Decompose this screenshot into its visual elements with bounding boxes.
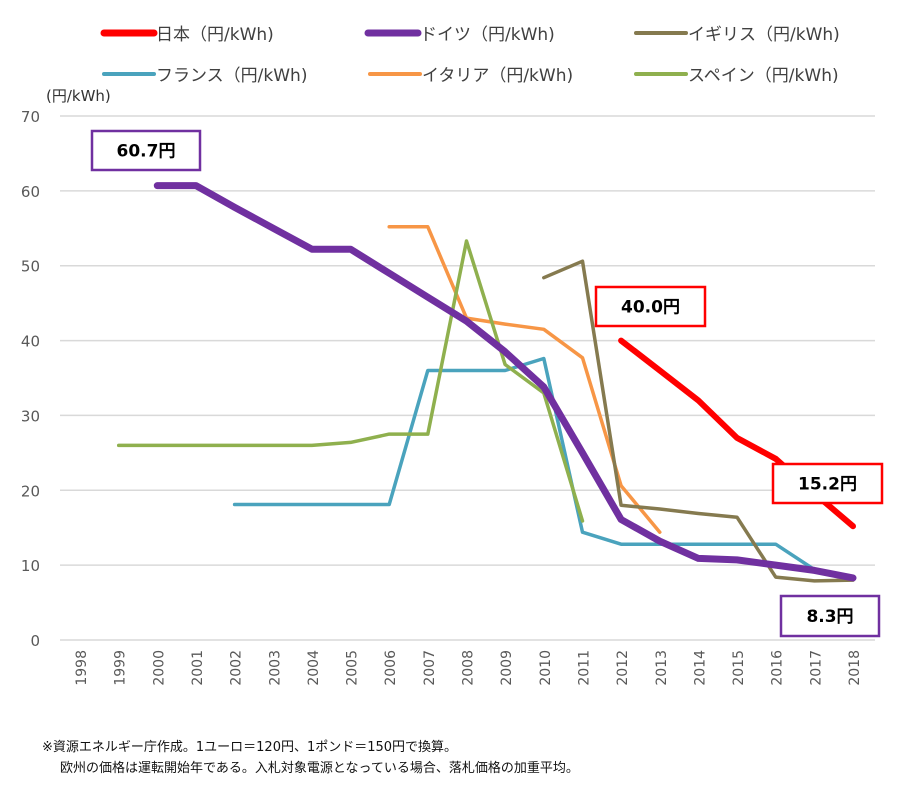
annotation-box <box>90 129 202 172</box>
y-tick-label: 70 <box>21 108 40 126</box>
legend-label: 日本（円/kWh) <box>156 25 274 45</box>
y-tick-label: 20 <box>21 482 40 500</box>
y-tick-label: 40 <box>21 333 40 351</box>
annotation-box <box>779 594 881 638</box>
x-tick-label: 2017 <box>808 650 824 686</box>
y-tick-label: 10 <box>21 557 40 575</box>
series-line <box>116 239 585 523</box>
y-tick-label: 60 <box>21 183 40 201</box>
annotation-box <box>771 462 884 505</box>
x-tick-label: 2015 <box>731 650 747 686</box>
x-tick-label: 2009 <box>499 650 515 686</box>
x-tick-label: 2000 <box>151 650 167 686</box>
annotation-box <box>594 285 707 328</box>
x-tick-label: 2010 <box>538 650 554 686</box>
x-tick-label: 2003 <box>267 650 283 686</box>
series-line <box>542 259 855 583</box>
x-tick-label: 2006 <box>383 650 399 686</box>
legend-label: フランス（円/kWh) <box>156 66 307 86</box>
y-tick-label: 0 <box>30 632 40 650</box>
series-line <box>153 182 857 582</box>
x-tick-label: 2001 <box>190 650 206 686</box>
legend-label: イギリス（円/kWh) <box>688 25 840 45</box>
x-tick-label: 2016 <box>770 650 786 686</box>
annotation-label: 60.7円 <box>117 142 176 162</box>
x-tick-label: 2018 <box>847 650 863 686</box>
line-chart: (円/kWh) 0 10 20 30 40 50 60 70 1998 1999 2000 2001… <box>21 25 884 686</box>
x-tick-label: 2011 <box>576 650 592 686</box>
y-tick-label: 30 <box>21 407 40 425</box>
annotation-label: 15.2円 <box>798 475 857 495</box>
series-line <box>232 356 817 572</box>
x-tick-label: 1999 <box>113 650 129 686</box>
x-tick-label: 2002 <box>229 650 245 686</box>
legend-label: スペイン（円/kWh) <box>688 66 839 86</box>
legend-label: イタリア（円/kWh) <box>422 66 573 86</box>
x-tick-label: 2014 <box>692 650 708 686</box>
annotation-label: 8.3円 <box>806 607 853 627</box>
footnote-line-1: ※資源エネルギー庁作成。1ユーロ＝120円、1ポンド＝150円で換算。 <box>42 740 458 755</box>
x-tick-label: 1998 <box>74 650 90 686</box>
y-tick-label: 50 <box>21 258 40 276</box>
footnote-line-2: 欧州の価格は運転開始年である。入札対象電源となっている場合、落札価格の加重平均。 <box>60 761 579 776</box>
x-tick-label: 2008 <box>461 650 477 686</box>
annotation-label: 40.0円 <box>621 298 680 318</box>
x-tick-label: 2007 <box>422 650 438 686</box>
y-axis-unit-label: (円/kWh) <box>46 87 111 105</box>
x-tick-label: 2012 <box>615 650 631 686</box>
legend-label: ドイツ（円/kWh) <box>420 25 555 45</box>
x-tick-label: 2004 <box>306 650 322 686</box>
x-tick-label: 2013 <box>654 650 670 686</box>
x-tick-label: 2005 <box>345 650 361 686</box>
